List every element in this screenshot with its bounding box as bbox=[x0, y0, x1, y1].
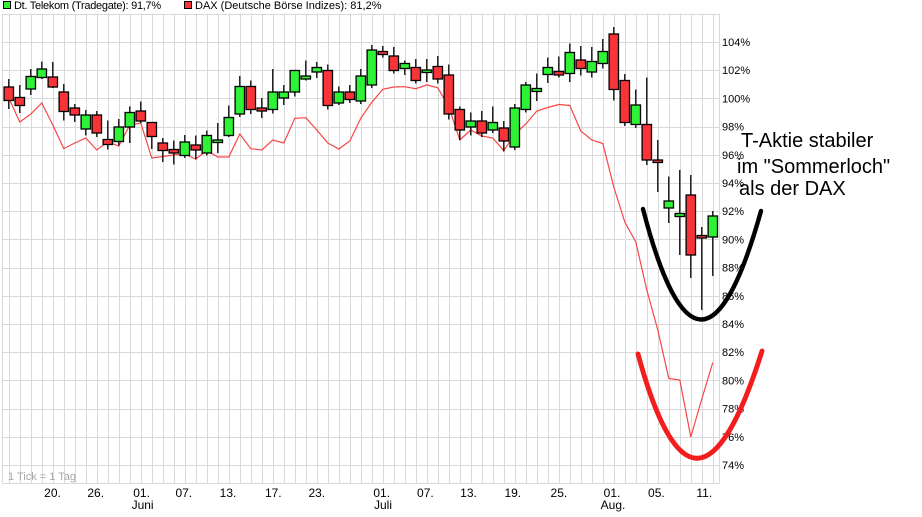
svg-text:als der DAX: als der DAX bbox=[739, 178, 846, 200]
svg-text:104%: 104% bbox=[722, 37, 750, 49]
svg-text:01.: 01. bbox=[604, 486, 621, 500]
svg-text:13.: 13. bbox=[220, 486, 237, 500]
svg-text:98%: 98% bbox=[722, 122, 744, 134]
svg-text:07.: 07. bbox=[417, 486, 434, 500]
svg-text:Juni: Juni bbox=[132, 498, 154, 512]
svg-text:84%: 84% bbox=[722, 319, 744, 331]
svg-text:01.: 01. bbox=[133, 486, 150, 500]
svg-text:Dt. Telekom (Tradegate): 91,7%: Dt. Telekom (Tradegate): 91,7% bbox=[14, 0, 161, 12]
svg-text:Aug.: Aug. bbox=[601, 498, 626, 512]
svg-text:11.: 11. bbox=[696, 486, 712, 500]
svg-text:102%: 102% bbox=[722, 65, 750, 77]
svg-text:19.: 19. bbox=[504, 486, 521, 500]
svg-text:82%: 82% bbox=[722, 347, 744, 359]
svg-text:Juli: Juli bbox=[374, 498, 392, 512]
svg-text:DAX (Deutsche Börse Indizes):: DAX (Deutsche Börse Indizes): 81,2% bbox=[195, 0, 382, 12]
svg-text:23.: 23. bbox=[308, 486, 325, 500]
svg-text:25.: 25. bbox=[551, 486, 568, 500]
svg-text:05.: 05. bbox=[648, 486, 665, 500]
svg-text:07.: 07. bbox=[175, 486, 192, 500]
svg-text:20.: 20. bbox=[44, 486, 61, 500]
svg-text:96%: 96% bbox=[722, 150, 744, 162]
svg-text:01.: 01. bbox=[373, 486, 390, 500]
svg-text:1 Tick = 1 Tag: 1 Tick = 1 Tag bbox=[8, 471, 76, 483]
svg-text:17.: 17. bbox=[265, 486, 282, 500]
svg-text:im "Sommerloch": im "Sommerloch" bbox=[737, 156, 890, 178]
svg-text:74%: 74% bbox=[722, 460, 744, 472]
svg-text:100%: 100% bbox=[722, 93, 750, 105]
svg-text:T-Aktie stabiler: T-Aktie stabiler bbox=[741, 130, 874, 152]
svg-text:13.: 13. bbox=[460, 486, 477, 500]
svg-text:26.: 26. bbox=[87, 486, 104, 500]
svg-text:92%: 92% bbox=[722, 206, 744, 218]
svg-text:90%: 90% bbox=[722, 234, 744, 246]
svg-text:80%: 80% bbox=[722, 375, 744, 387]
svg-text:94%: 94% bbox=[722, 178, 744, 190]
